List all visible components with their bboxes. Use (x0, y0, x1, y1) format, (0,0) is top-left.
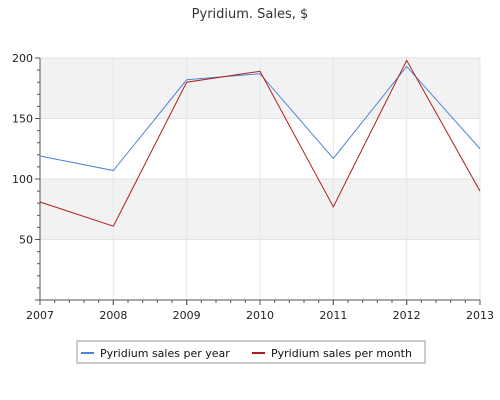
legend: Pyridium sales per year Pyridium sales p… (76, 340, 426, 364)
x-tick-label: 2011 (319, 309, 347, 322)
series-lines (39, 59, 481, 227)
y-tick-label: 200 (12, 52, 33, 65)
series-line-month (39, 59, 481, 227)
x-tick-label: 2012 (393, 309, 421, 322)
y-tick-label: 100 (12, 173, 33, 186)
x-tick-label: 2008 (99, 309, 127, 322)
legend-box (76, 340, 426, 364)
y-tick-label: 150 (12, 113, 33, 126)
y-tick-label: 50 (19, 234, 33, 247)
legend-label-year: Pyridium sales per year (100, 347, 230, 360)
series-line-year (39, 65, 481, 172)
x-tick-label: 2009 (173, 309, 201, 322)
x-tick-label: 2007 (26, 309, 54, 322)
x-tick-label: 2013 (466, 309, 494, 322)
tick-labels: 50 100 150 200 2007 2008 2009 2010 2011 2012 2013 (12, 52, 494, 322)
axes (35, 57, 481, 305)
chart-title: Pyridium. Sales, $ (192, 7, 309, 22)
legend-label-month: Pyridium sales per month (271, 347, 412, 360)
x-tick-label: 2010 (246, 309, 274, 322)
